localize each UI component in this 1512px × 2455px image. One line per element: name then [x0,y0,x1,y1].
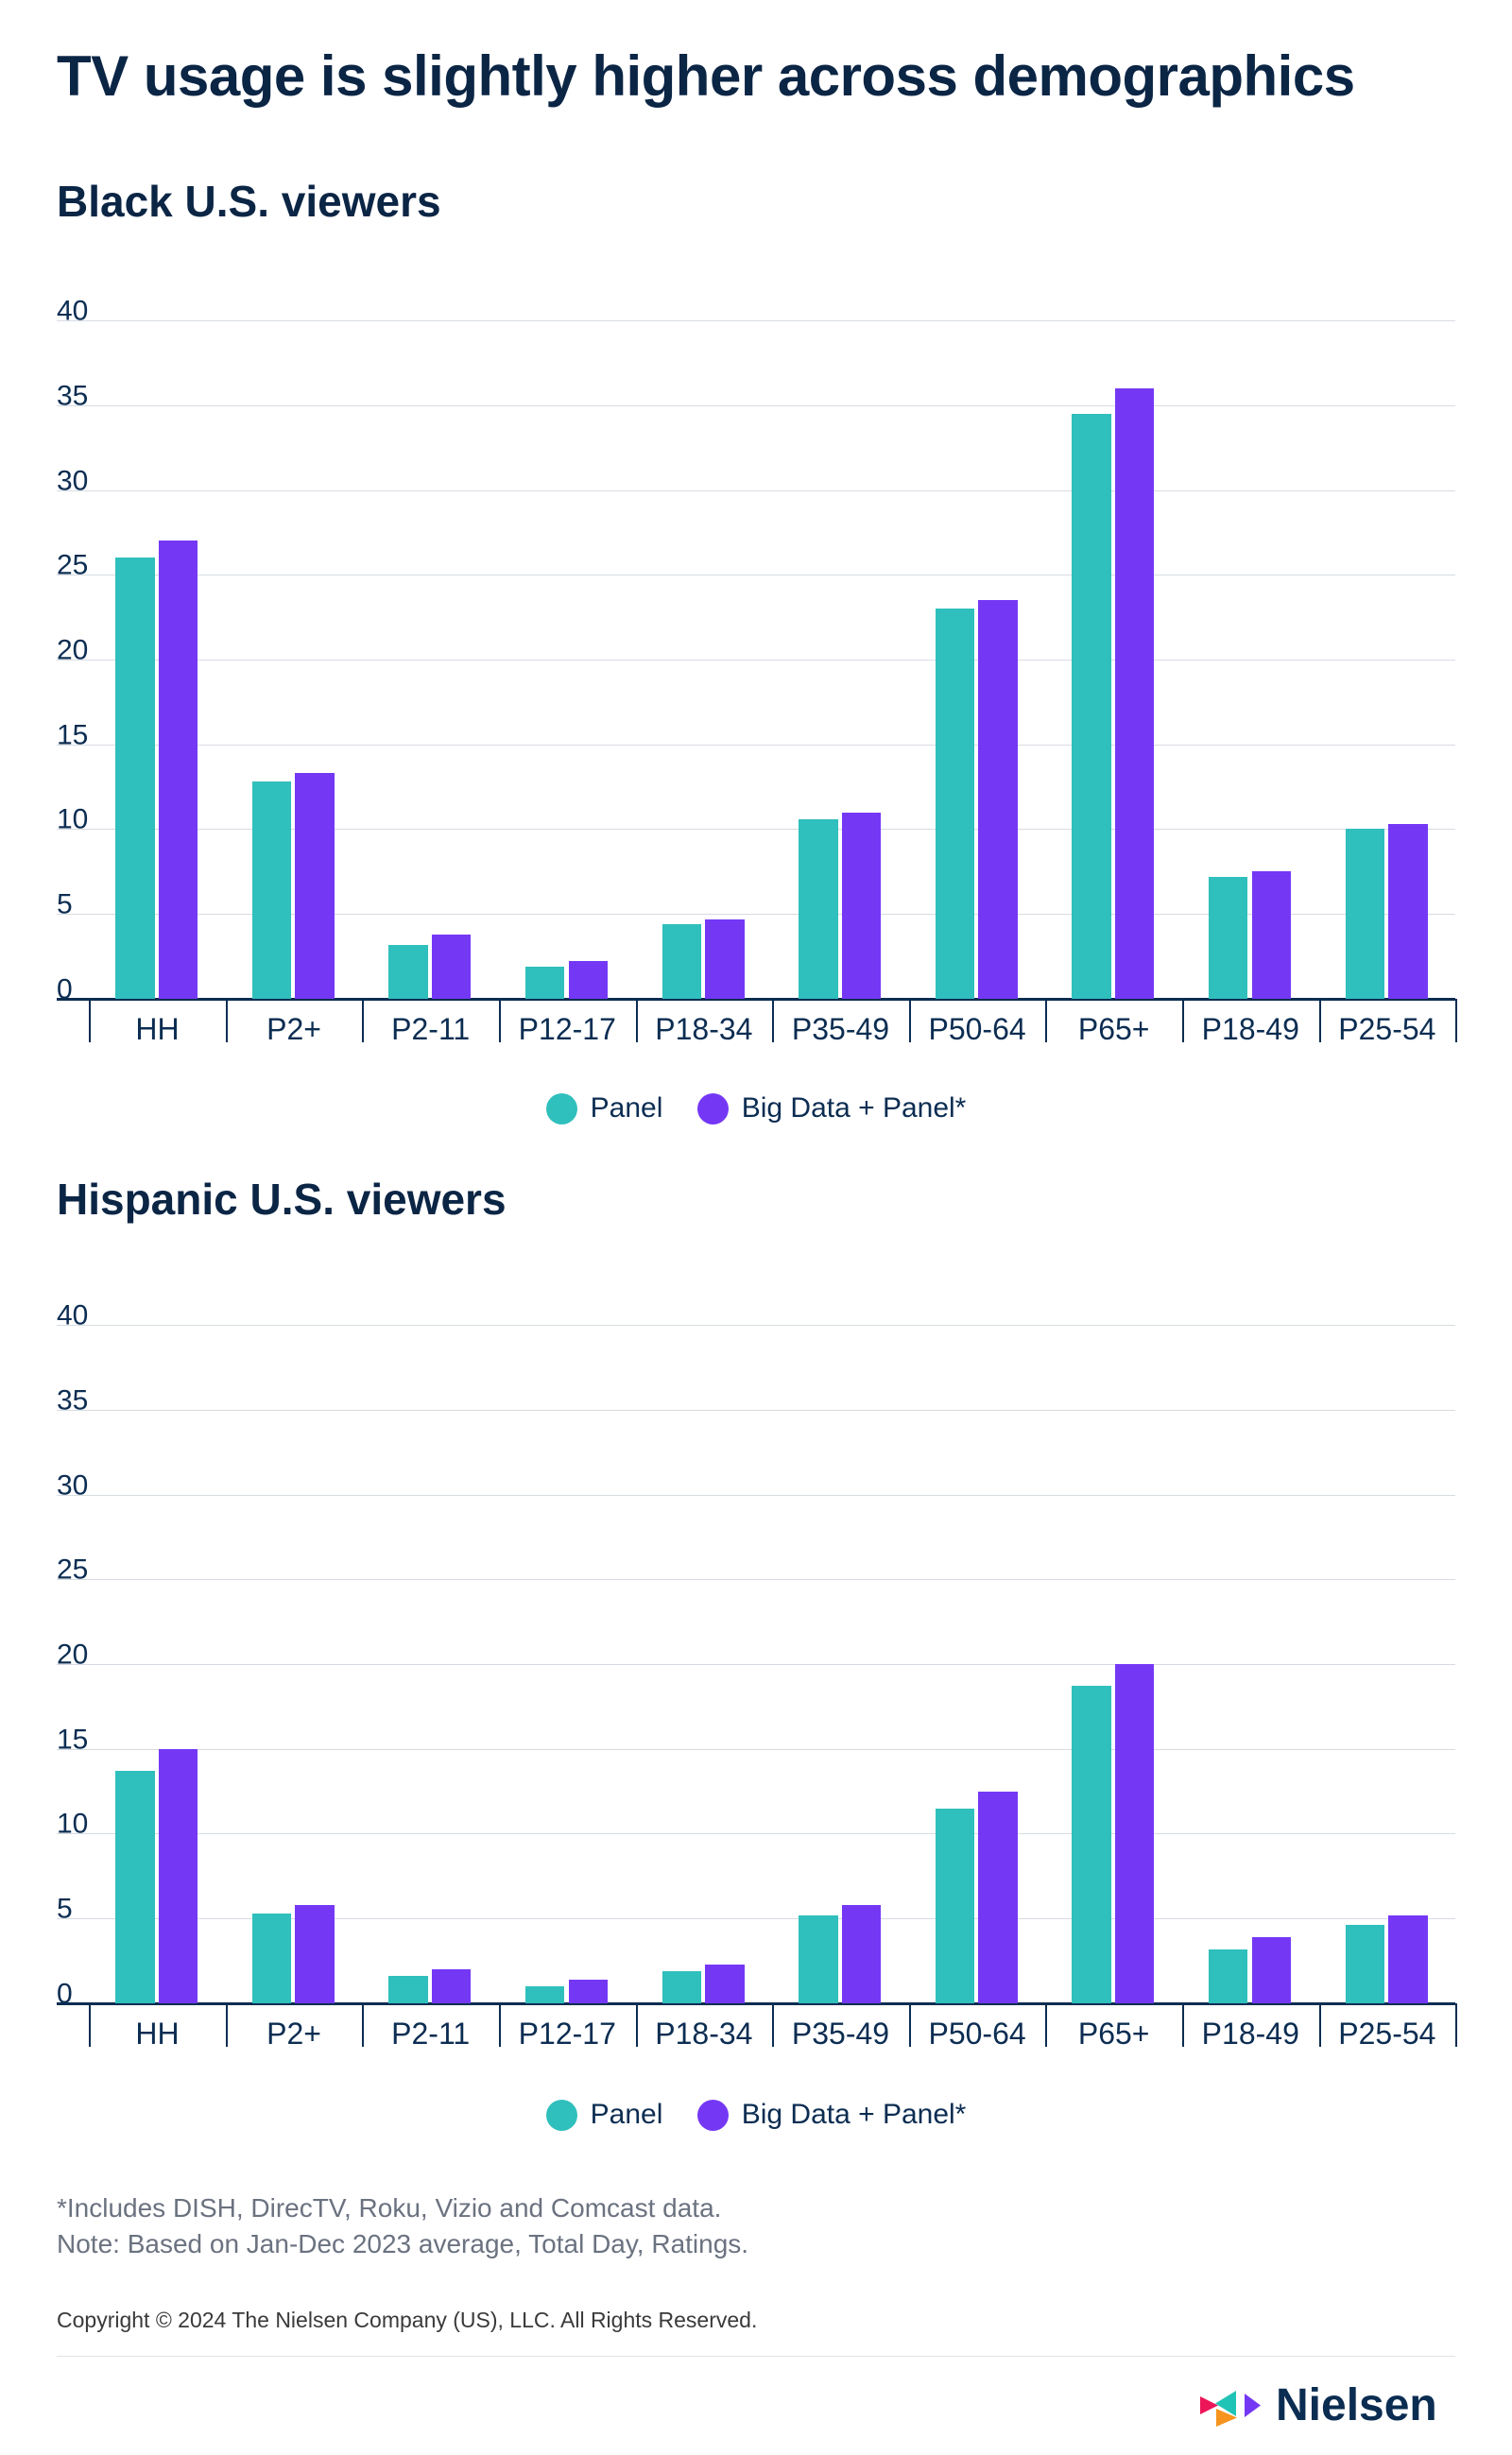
svg-text:Nielsen: Nielsen [1276,2380,1437,2430]
